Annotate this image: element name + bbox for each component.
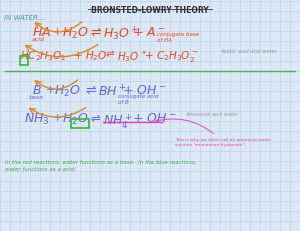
Text: $H_2O$: $H_2O$ [62,26,89,41]
Text: BRONSTED-LOWRY THEORY: BRONSTED-LOWRY THEORY [91,6,209,15]
Text: This is why we often call an ammonia/water
solution 'ammonium hydroxide'!: This is why we often call an ammonia/wat… [156,119,271,147]
Text: water functions as a acid!: water functions as a acid! [5,167,76,172]
Text: $\rightleftharpoons$: $\rightleftharpoons$ [88,26,102,39]
Text: In the red reactions, water functions as a base.  In the blue reactions,: In the red reactions, water functions as… [5,160,196,165]
Text: $\rightleftharpoons$: $\rightleftharpoons$ [83,84,97,97]
Text: $B$: $B$ [32,84,42,97]
Bar [71,119,89,128]
Text: $BH^+$: $BH^+$ [98,84,127,99]
Text: $+\ C_2H_3O_2^-$: $+\ C_2H_3O_2^-$ [144,49,199,64]
Text: $H_2O$: $H_2O$ [54,84,81,99]
Text: $+$: $+$ [45,84,55,95]
Text: $+\ A^-$: $+\ A^-$ [132,26,166,39]
Text: $+$: $+$ [52,112,62,123]
Text: IN WATER...: IN WATER... [4,15,45,21]
Text: base: base [28,95,44,100]
Text: $\rightleftharpoons$: $\rightleftharpoons$ [88,112,101,125]
Text: acid: acid [32,37,44,42]
Text: $HC_2H_3O_2$: $HC_2H_3O_2$ [20,49,67,63]
Text: $+$: $+$ [52,26,62,37]
Text: of HA: of HA [157,38,172,43]
Text: $HA$: $HA$ [32,26,51,39]
Text: conjugate acid: conjugate acid [118,94,158,99]
Text: $NH_3$: $NH_3$ [24,112,50,127]
Text: $H_3O^+$: $H_3O^+$ [117,49,147,64]
Text: Acetic acid and water: Acetic acid and water [220,49,277,54]
Text: $+\ OH^-$: $+\ OH^-$ [122,84,167,97]
Text: $+\ H_2O$: $+\ H_2O$ [73,49,107,63]
Text: $+\ OH^-$: $+\ OH^-$ [132,112,177,125]
Text: $\rightleftharpoons$: $\rightleftharpoons$ [103,49,115,59]
Text: conjugate base: conjugate base [157,32,199,37]
Text: of B: of B [118,100,129,105]
Text: $NH_4^+$: $NH_4^+$ [103,112,133,131]
Text: $H_2O$: $H_2O$ [62,112,89,127]
Text: Ammonia and water: Ammonia and water [185,112,238,117]
Text: $H_3O^+$: $H_3O^+$ [103,26,139,43]
Bar [20,56,28,65]
